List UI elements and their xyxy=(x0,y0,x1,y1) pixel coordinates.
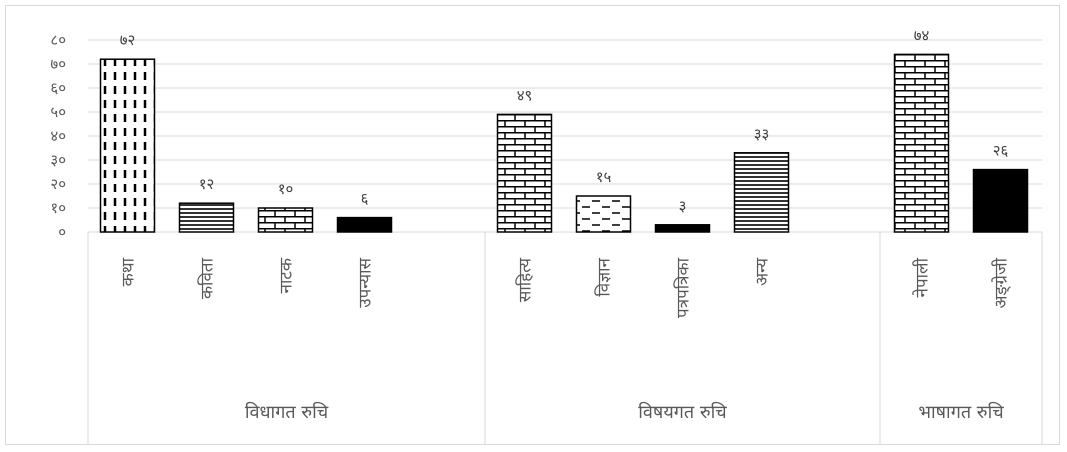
bar xyxy=(733,152,790,233)
category-label: उपन्यास xyxy=(356,258,376,308)
data-label: ३ xyxy=(679,197,687,215)
labels: ० १० २० ३० ४० ५० ६० ७० ८० ७२ कथा १२ कविता १० नाटक ६ उपन्… xyxy=(50,26,1011,423)
category-label: कथा xyxy=(119,257,139,286)
bar xyxy=(575,195,632,233)
category-label: कविता xyxy=(197,257,218,299)
data-label: १५ xyxy=(596,168,612,186)
axes xyxy=(87,231,1043,445)
data-label: ६ xyxy=(361,190,369,208)
category-label: पत्रपत्रिका xyxy=(673,257,694,318)
data-label: ३३ xyxy=(754,125,770,143)
bar xyxy=(336,216,393,233)
data-label: ७४ xyxy=(914,26,930,44)
group-label: विधागत रुचि xyxy=(245,401,329,423)
category-label: नेपाली xyxy=(912,257,933,297)
bar xyxy=(99,58,156,233)
bar xyxy=(178,202,235,233)
y-tick-label: १० xyxy=(50,199,66,217)
data-label: ४९ xyxy=(517,86,533,104)
bar xyxy=(496,113,553,233)
category-label: विज्ञान xyxy=(594,257,615,296)
y-tick-label: ७० xyxy=(50,55,66,73)
data-label: २६ xyxy=(993,142,1009,160)
category-label: नाटक xyxy=(277,257,297,293)
group-label: विषयगत रुचि xyxy=(638,401,727,423)
data-label: १० xyxy=(278,180,294,198)
y-tick-label: ४० xyxy=(50,127,66,145)
bar xyxy=(972,168,1029,233)
category-label: अन्य xyxy=(753,257,773,286)
data-label: ७२ xyxy=(120,31,136,49)
category-label: अङ्ग्रेजी xyxy=(991,257,1012,308)
y-tick-label: ६० xyxy=(50,79,66,97)
group-label: भाषागत रुचि xyxy=(918,401,1004,423)
data-label: १२ xyxy=(199,175,215,193)
bar xyxy=(893,53,950,233)
y-tick-label: ८० xyxy=(50,31,66,49)
y-tick-label: ५० xyxy=(50,103,66,121)
y-tick-label: ० xyxy=(58,223,66,241)
y-tick-label: ३० xyxy=(50,151,66,169)
bar xyxy=(654,224,711,233)
bars xyxy=(99,53,1029,233)
category-label: साहित्य xyxy=(515,257,536,302)
bar xyxy=(257,207,314,233)
gridlines xyxy=(88,39,1042,209)
y-tick-label: २० xyxy=(50,175,66,193)
